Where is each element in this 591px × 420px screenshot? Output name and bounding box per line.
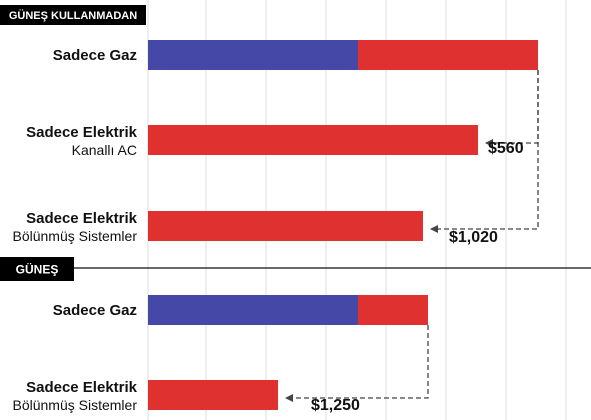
section-title: GÜNEŞ — [16, 261, 59, 276]
saving-arrow — [485, 70, 539, 147]
bar-electric — [358, 40, 538, 70]
bars — [148, 40, 538, 410]
category-sublabel: Kanallı AC — [72, 142, 137, 158]
category-label: Sadece Gaz — [53, 302, 137, 319]
bar-electric — [148, 125, 478, 155]
category-label: Sadece Elektrik — [26, 379, 138, 396]
saving-label: $560 — [488, 140, 524, 157]
saving-label: $1,250 — [311, 397, 360, 414]
bar-electric — [148, 211, 423, 241]
labels: GÜNEŞ KULLANMADAN Sadece Gaz Sadece Elektr… — [0, 5, 591, 414]
saving-arrow — [285, 325, 429, 402]
section-title: GÜNEŞ KULLANMADAN — [9, 9, 137, 22]
saving-arrow — [430, 70, 539, 233]
category-sublabel: Bölünmüş Sistemler — [13, 228, 138, 244]
bar-electric — [148, 380, 278, 410]
category-label: Sadece Elektrik — [26, 124, 138, 141]
bar-gas — [148, 295, 358, 325]
category-sublabel: Bölünmüş Sistemler — [13, 397, 138, 413]
category-label: Sadece Elektrik — [26, 210, 138, 227]
saving-label: $1,020 — [449, 229, 498, 246]
section-badge — [0, 5, 146, 25]
saving-arrows — [285, 70, 539, 402]
bar-gas — [148, 40, 358, 70]
category-label: Sadece Gaz — [53, 47, 137, 64]
section-badge — [0, 257, 74, 281]
bar-electric — [358, 295, 428, 325]
